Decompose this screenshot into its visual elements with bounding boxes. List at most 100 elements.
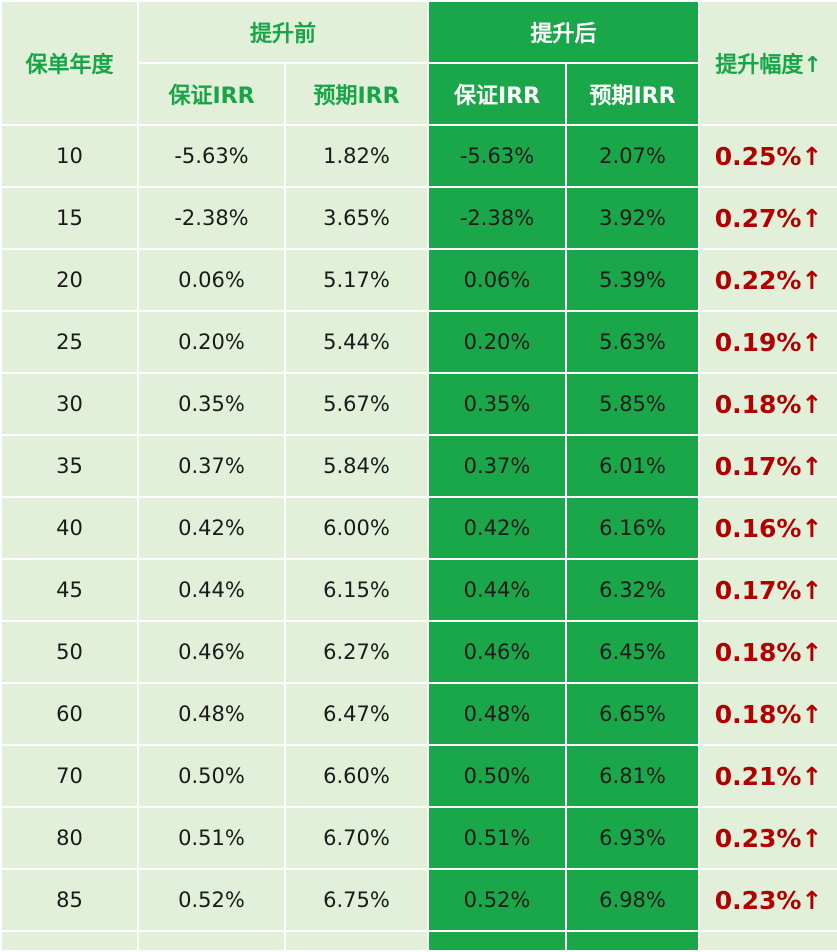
after-guaranteed-irr-cell: 0.37% xyxy=(427,434,568,498)
after-expected-irr-cell: 3.92% xyxy=(565,186,701,250)
empty-cell xyxy=(427,930,568,952)
after-expected-irr-cell: 5.85% xyxy=(565,372,701,436)
increase-cell: 0.18%↑ xyxy=(698,682,837,746)
after-guaranteed-irr-cell: 0.06% xyxy=(427,248,568,312)
before-guaranteed-irr-cell: 0.35% xyxy=(137,372,286,436)
after-guaranteed-irr-cell: 0.48% xyxy=(427,682,568,746)
before-guaranteed-irr-cell: 0.42% xyxy=(137,496,286,560)
table-row: 10 -5.63% 1.82% -5.63% 2.07% 0.25%↑ xyxy=(0,124,837,188)
increase-header: 提升幅度↑ xyxy=(698,0,837,126)
policy-year-cell: 80 xyxy=(0,806,139,870)
before-expected-irr-cell: 3.65% xyxy=(283,186,430,250)
empty-cell xyxy=(698,930,837,952)
year-header: 保单年度 xyxy=(0,0,139,126)
after-guaranteed-irr-cell: 0.51% xyxy=(427,806,568,870)
before-expected-irr-cell: 6.00% xyxy=(283,496,430,560)
table-row: 80 0.51% 6.70% 0.51% 6.93% 0.23%↑ xyxy=(0,806,837,870)
increase-cell: 0.23%↑ xyxy=(698,868,837,932)
after-expected-irr-cell: 6.81% xyxy=(565,744,701,808)
before-guaranteed-irr-cell: -2.38% xyxy=(137,186,286,250)
after-expected-irr-cell: 6.32% xyxy=(565,558,701,622)
policy-year-cell: 85 xyxy=(0,868,139,932)
table-row: 35 0.37% 5.84% 0.37% 6.01% 0.17%↑ xyxy=(0,434,837,498)
before-expected-irr-cell: 6.75% xyxy=(283,868,430,932)
policy-year-cell: 35 xyxy=(0,434,139,498)
table-row: 20 0.06% 5.17% 0.06% 5.39% 0.22%↑ xyxy=(0,248,837,312)
before-guaranteed-irr-cell: 0.06% xyxy=(137,248,286,312)
after-guaranteed-irr-cell: 0.46% xyxy=(427,620,568,684)
after-guaranteed-irr-header: 保证IRR xyxy=(427,62,568,126)
increase-cell: 0.21%↑ xyxy=(698,744,837,808)
policy-year-cell: 60 xyxy=(0,682,139,746)
before-expected-irr-cell: 5.84% xyxy=(283,434,430,498)
after-expected-irr-cell: 2.07% xyxy=(565,124,701,188)
before-guaranteed-irr-cell: 0.46% xyxy=(137,620,286,684)
after-guaranteed-irr-cell: 0.44% xyxy=(427,558,568,622)
after-guaranteed-irr-cell: 0.50% xyxy=(427,744,568,808)
policy-year-cell: 50 xyxy=(0,620,139,684)
after-expected-irr-cell: 5.39% xyxy=(565,248,701,312)
table-body: 10 -5.63% 1.82% -5.63% 2.07% 0.25%↑ 15 -2.38% 3.… xyxy=(0,124,837,952)
table-row: 85 0.52% 6.75% 0.52% 6.98% 0.23%↑ xyxy=(0,868,837,932)
before-expected-irr-cell: 6.15% xyxy=(283,558,430,622)
after-guaranteed-irr-cell: 0.42% xyxy=(427,496,568,560)
before-guaranteed-irr-cell: 0.37% xyxy=(137,434,286,498)
table-row: 40 0.42% 6.00% 0.42% 6.16% 0.16%↑ xyxy=(0,496,837,560)
empty-cell xyxy=(137,930,286,952)
policy-year-cell: 10 xyxy=(0,124,139,188)
table-row: 15 -2.38% 3.65% -2.38% 3.92% 0.27%↑ xyxy=(0,186,837,250)
policy-year-cell: 20 xyxy=(0,248,139,312)
before-guaranteed-irr-header: 保证IRR xyxy=(137,62,286,126)
after-expected-irr-cell: 6.45% xyxy=(565,620,701,684)
before-expected-irr-cell: 5.67% xyxy=(283,372,430,436)
policy-year-cell: 30 xyxy=(0,372,139,436)
increase-cell: 0.23%↑ xyxy=(698,806,837,870)
before-expected-irr-cell: 5.44% xyxy=(283,310,430,374)
before-guaranteed-irr-cell: 0.20% xyxy=(137,310,286,374)
after-expected-irr-header: 预期IRR xyxy=(565,62,701,126)
before-guaranteed-irr-cell: 0.52% xyxy=(137,868,286,932)
after-expected-irr-cell: 6.01% xyxy=(565,434,701,498)
empty-cell xyxy=(283,930,430,952)
table-row: 60 0.48% 6.47% 0.48% 6.65% 0.18%↑ xyxy=(0,682,837,746)
before-guaranteed-irr-cell: 0.48% xyxy=(137,682,286,746)
after-expected-irr-cell: 5.63% xyxy=(565,310,701,374)
table-row: 25 0.20% 5.44% 0.20% 5.63% 0.19%↑ xyxy=(0,310,837,374)
increase-cell: 0.22%↑ xyxy=(698,248,837,312)
increase-cell: 0.25%↑ xyxy=(698,124,837,188)
after-guaranteed-irr-cell: -2.38% xyxy=(427,186,568,250)
table-row: 45 0.44% 6.15% 0.44% 6.32% 0.17%↑ xyxy=(0,558,837,622)
before-expected-irr-cell: 6.47% xyxy=(283,682,430,746)
before-expected-irr-cell: 6.27% xyxy=(283,620,430,684)
after-guaranteed-irr-cell: 0.52% xyxy=(427,868,568,932)
after-guaranteed-irr-cell: -5.63% xyxy=(427,124,568,188)
policy-year-cell: 15 xyxy=(0,186,139,250)
increase-cell: 0.19%↑ xyxy=(698,310,837,374)
policy-year-cell: 40 xyxy=(0,496,139,560)
before-guaranteed-irr-cell: 0.50% xyxy=(137,744,286,808)
before-guaranteed-irr-cell: -5.63% xyxy=(137,124,286,188)
header-row-sub: 保证IRR 预期IRR 保证IRR 预期IRR xyxy=(1,62,837,126)
increase-cell: 0.17%↑ xyxy=(698,558,837,622)
before-expected-irr-cell: 6.60% xyxy=(283,744,430,808)
table-row: 50 0.46% 6.27% 0.46% 6.45% 0.18%↑ xyxy=(0,620,837,684)
table-row: 30 0.35% 5.67% 0.35% 5.85% 0.18%↑ xyxy=(0,372,837,436)
after-guaranteed-irr-cell: 0.20% xyxy=(427,310,568,374)
before-header: 提升前 xyxy=(136,0,430,64)
empty-cell xyxy=(565,930,701,952)
increase-cell: 0.27%↑ xyxy=(698,186,837,250)
increase-cell: 0.17%↑ xyxy=(698,434,837,498)
after-expected-irr-cell: 6.93% xyxy=(565,806,701,870)
before-expected-irr-cell: 1.82% xyxy=(283,124,430,188)
increase-cell: 0.18%↑ xyxy=(698,372,837,436)
policy-year-cell: 70 xyxy=(0,744,139,808)
after-expected-irr-cell: 6.65% xyxy=(565,682,701,746)
after-header: 提升后 xyxy=(427,0,701,64)
increase-cell: 0.16%↑ xyxy=(698,496,837,560)
increase-cell: 0.18%↑ xyxy=(698,620,837,684)
before-guaranteed-irr-cell: 0.44% xyxy=(137,558,286,622)
table-row-cutoff xyxy=(0,930,837,952)
after-expected-irr-cell: 6.98% xyxy=(565,868,701,932)
before-expected-irr-cell: 6.70% xyxy=(283,806,430,870)
